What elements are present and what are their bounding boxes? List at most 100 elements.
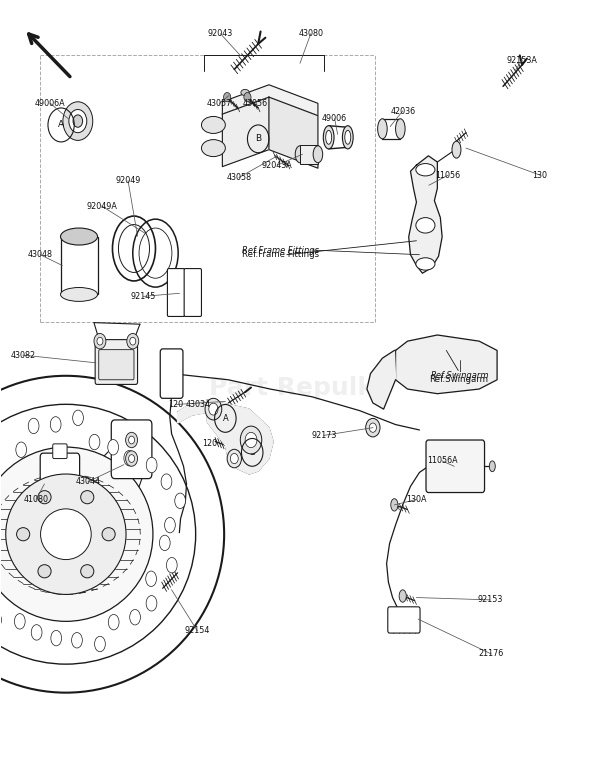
Circle shape <box>365 418 380 437</box>
FancyBboxPatch shape <box>167 269 185 316</box>
Ellipse shape <box>490 461 495 472</box>
Text: 120: 120 <box>168 400 184 409</box>
Ellipse shape <box>0 612 1 628</box>
Ellipse shape <box>295 146 305 163</box>
Ellipse shape <box>38 491 51 504</box>
Circle shape <box>63 102 93 140</box>
Text: 43080: 43080 <box>298 29 323 38</box>
Text: 43082: 43082 <box>10 350 35 360</box>
Circle shape <box>205 398 222 420</box>
Text: 41080: 41080 <box>23 495 49 504</box>
Text: 92043A: 92043A <box>262 160 293 170</box>
Ellipse shape <box>16 442 26 457</box>
Ellipse shape <box>31 625 42 640</box>
Ellipse shape <box>146 457 157 473</box>
Ellipse shape <box>391 498 398 511</box>
Ellipse shape <box>50 417 61 432</box>
Ellipse shape <box>80 491 94 504</box>
Text: 130: 130 <box>533 170 548 180</box>
Ellipse shape <box>345 130 351 144</box>
FancyBboxPatch shape <box>160 349 183 398</box>
Circle shape <box>97 337 103 345</box>
Ellipse shape <box>17 528 30 541</box>
Text: B: B <box>249 448 255 457</box>
FancyBboxPatch shape <box>95 339 137 384</box>
FancyBboxPatch shape <box>184 269 202 316</box>
Text: 92049: 92049 <box>115 176 140 185</box>
Text: 92153A: 92153A <box>507 56 538 64</box>
Text: 43044: 43044 <box>76 477 100 486</box>
Circle shape <box>227 449 241 468</box>
Ellipse shape <box>160 536 170 550</box>
Ellipse shape <box>14 614 25 629</box>
Text: Ref.Frame Fittings: Ref.Frame Fittings <box>242 250 319 259</box>
Ellipse shape <box>416 164 435 176</box>
Ellipse shape <box>80 565 94 578</box>
Text: Part Repulka: Part Repulka <box>209 376 391 399</box>
Ellipse shape <box>71 632 82 648</box>
Text: Ref.Swingarm: Ref.Swingarm <box>431 371 490 381</box>
Circle shape <box>127 333 139 349</box>
Ellipse shape <box>377 119 387 139</box>
Ellipse shape <box>146 571 157 587</box>
Text: 49006A: 49006A <box>35 99 65 108</box>
Ellipse shape <box>95 636 106 652</box>
Ellipse shape <box>323 126 334 149</box>
Ellipse shape <box>202 140 226 157</box>
FancyBboxPatch shape <box>99 350 134 380</box>
Ellipse shape <box>241 89 249 95</box>
Text: 43034: 43034 <box>186 400 211 409</box>
Circle shape <box>244 92 251 102</box>
Circle shape <box>240 426 262 454</box>
Text: Ref.Swingarm: Ref.Swingarm <box>429 375 488 384</box>
Text: A: A <box>58 120 64 129</box>
Circle shape <box>125 451 137 467</box>
FancyBboxPatch shape <box>300 145 318 164</box>
Polygon shape <box>269 97 318 168</box>
Text: Ref.Frame Fittings: Ref.Frame Fittings <box>242 246 319 254</box>
Text: 11056: 11056 <box>436 170 461 180</box>
Polygon shape <box>395 335 497 394</box>
Text: 92154: 92154 <box>185 626 210 636</box>
Ellipse shape <box>326 130 332 144</box>
Text: 43058: 43058 <box>227 173 251 182</box>
Text: 92145: 92145 <box>131 292 156 301</box>
Ellipse shape <box>202 116 226 133</box>
Ellipse shape <box>313 146 323 163</box>
Circle shape <box>73 115 83 127</box>
Text: 43057: 43057 <box>207 99 232 108</box>
FancyBboxPatch shape <box>388 607 420 633</box>
Circle shape <box>209 403 218 415</box>
Polygon shape <box>223 84 318 115</box>
Ellipse shape <box>89 434 100 450</box>
Circle shape <box>69 109 87 133</box>
Ellipse shape <box>146 595 157 611</box>
Text: 92173: 92173 <box>311 431 337 440</box>
Text: 92049A: 92049A <box>86 202 117 211</box>
Text: 42036: 42036 <box>390 106 415 115</box>
Circle shape <box>224 92 231 102</box>
FancyBboxPatch shape <box>53 444 67 459</box>
Ellipse shape <box>38 565 51 578</box>
Ellipse shape <box>161 474 172 489</box>
Text: 120: 120 <box>202 439 217 448</box>
Text: 92153: 92153 <box>477 595 503 604</box>
Circle shape <box>369 423 376 432</box>
Ellipse shape <box>109 615 119 630</box>
Circle shape <box>130 337 136 345</box>
Circle shape <box>125 432 137 448</box>
Ellipse shape <box>102 528 115 541</box>
Polygon shape <box>367 350 395 409</box>
Ellipse shape <box>73 410 83 425</box>
Polygon shape <box>409 156 442 274</box>
FancyBboxPatch shape <box>426 440 485 493</box>
Polygon shape <box>178 401 208 423</box>
Circle shape <box>94 333 106 349</box>
Text: A: A <box>223 414 228 423</box>
Circle shape <box>245 432 257 448</box>
Ellipse shape <box>164 518 175 533</box>
Ellipse shape <box>416 258 435 270</box>
Ellipse shape <box>6 474 126 594</box>
FancyBboxPatch shape <box>40 453 80 515</box>
Ellipse shape <box>41 509 91 560</box>
